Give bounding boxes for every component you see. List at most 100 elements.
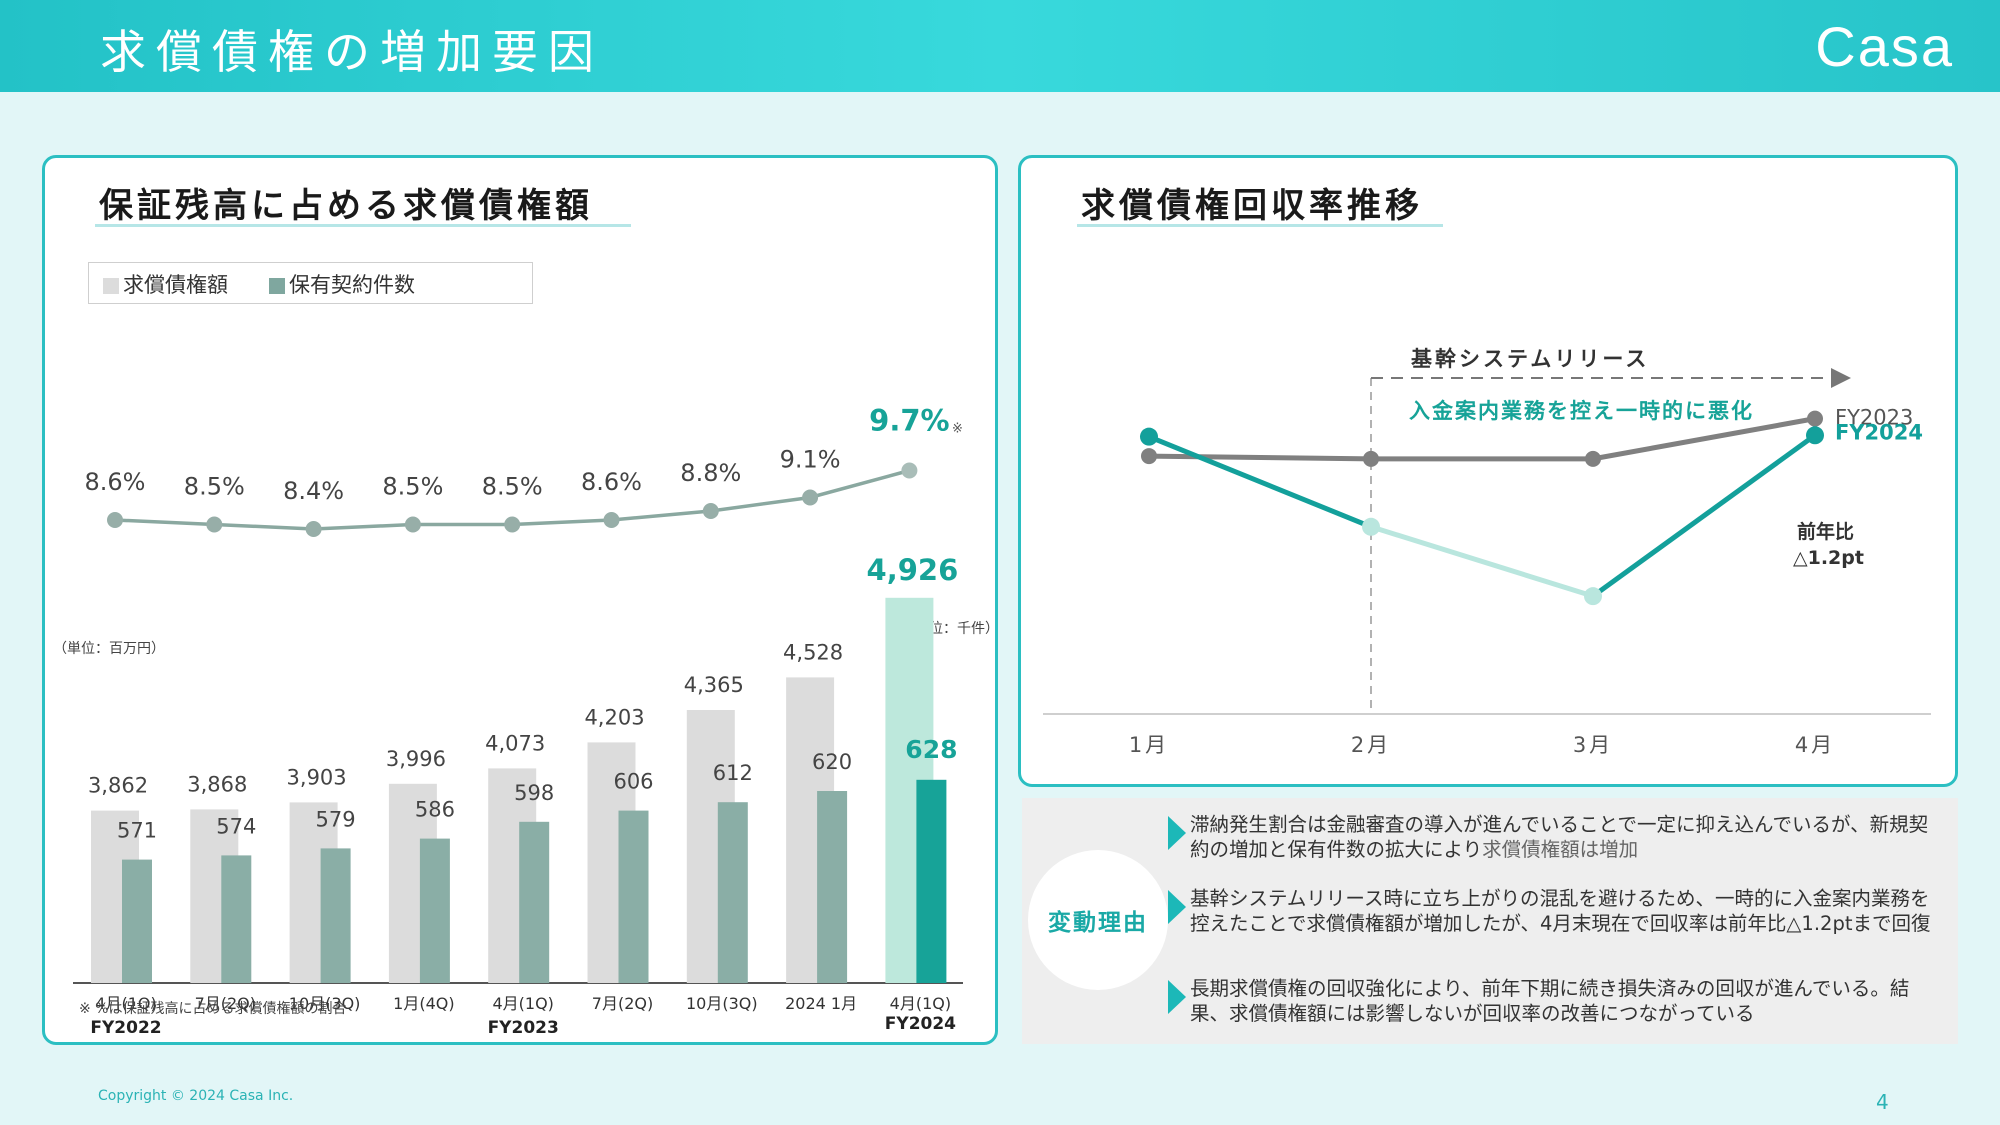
footnote: ※ %は保証残高に占める求償債権額の割合 <box>79 1001 347 1017</box>
legend-label-contracts: 保有契約件数 <box>289 273 415 297</box>
rate-point <box>206 516 223 533</box>
fiscal-year-label: FY2024 <box>885 1014 956 1034</box>
rate-label: 8.5% <box>482 473 543 501</box>
annotation-title: 基幹システムリリース <box>1411 347 1649 371</box>
legend: 求償債権額 保有契約件数 <box>88 262 533 304</box>
reason-item-3: 長期求償債権の回収強化により、前年下期に続き損失済みの回収が進んでいる。結果、求… <box>1168 976 1945 1026</box>
legend-item-claims: 求償債権額 <box>103 269 228 299</box>
x-tick-label: 4月(1Q) <box>492 994 553 1013</box>
reason-2-arrow-icon <box>1168 890 1186 924</box>
bar-claims-label: 4,365 <box>684 673 744 697</box>
point-fy2024 <box>1140 427 1158 446</box>
rate-point <box>404 516 421 533</box>
x-axis-tick-label: 3月 <box>1573 733 1613 757</box>
rate-point <box>901 462 918 479</box>
reason-item-2: 基幹システムリリース時に立ち上がりの混乱を避けるため、一時的に入金案内業務を控え… <box>1168 886 1945 936</box>
point-fy2024 <box>1806 426 1824 445</box>
left-panel-title: 保証残高に占める求償債権額 <box>99 186 593 226</box>
right-panel-title: 求償債権回収率推移 <box>1081 186 1423 226</box>
x-axis-tick-label: 1月 <box>1129 733 1169 757</box>
reason-3-arrow-icon <box>1168 980 1186 1014</box>
bar-claims-label: 4,926 <box>867 553 959 587</box>
x-axis-tick-label: 4月 <box>1795 733 1835 757</box>
reasons-label-circle: 変動理由 <box>1028 850 1168 990</box>
bar-contracts-label: 586 <box>415 798 455 822</box>
bar-contracts-label: 579 <box>316 807 356 831</box>
line-fy2024-segment <box>1591 433 1817 599</box>
bar-contracts <box>221 855 252 983</box>
rate-point <box>305 521 322 537</box>
bar-contracts <box>817 791 848 983</box>
rate-label: 8.5% <box>382 473 443 501</box>
line-fy2024-dip-segment <box>1370 524 1594 599</box>
bar-claims-label: 3,862 <box>88 774 148 798</box>
x-tick-label: 2024 1月 <box>785 994 857 1013</box>
bar-contracts <box>320 848 351 983</box>
bar-contracts-label: 620 <box>812 750 852 774</box>
bar-contracts-label: 571 <box>117 819 157 843</box>
point-fy2023 <box>1807 410 1823 427</box>
point-fy2024 <box>1362 517 1380 536</box>
rate-point <box>802 489 819 506</box>
copyright: Copyright © 2024 Casa Inc. <box>98 1088 294 1104</box>
bar-contracts-label: 612 <box>713 761 753 785</box>
x-tick-label: 7月(2Q) <box>592 994 653 1013</box>
fiscal-year-label: FY2023 <box>488 1018 559 1038</box>
reason-1-highlight: 求償債権額は増加 <box>1482 838 1639 861</box>
bar-contracts <box>419 838 450 983</box>
point-fy2024 <box>1584 587 1602 606</box>
point-fy2023 <box>1585 450 1601 467</box>
rate-label: 8.8% <box>680 459 741 487</box>
rate-point <box>107 512 123 528</box>
x-axis-tick-label: 2月 <box>1351 733 1391 757</box>
reasons-label: 変動理由 <box>1048 910 1148 936</box>
legend-label-claims: 求償債権額 <box>123 273 228 297</box>
reason-3-text: 長期求償債権の回収強化により、前年下期に続き損失済みの回収が進んでいる。結果、求… <box>1190 977 1910 1025</box>
rate-point <box>702 503 719 519</box>
header-bar: 求償債権の増加要因 Casa <box>0 0 2000 92</box>
legend-item-contracts: 保有契約件数 <box>269 269 415 299</box>
line-fy2023 <box>1148 416 1816 462</box>
page-title: 求償債権の増加要因 <box>100 25 604 79</box>
x-tick-label: 10月(3Q) <box>289 994 361 1013</box>
yoy-value: △1.2pt <box>1793 547 1864 569</box>
reason-1-arrow-icon <box>1168 816 1186 850</box>
bar-contracts <box>122 859 152 983</box>
x-tick-label: 1月(4Q) <box>393 994 454 1013</box>
page-number: 4 <box>1876 1090 1889 1114</box>
legend-swatch-contracts <box>269 278 285 294</box>
rate-label: 8.5% <box>184 473 245 501</box>
bar-claims-label: 4,203 <box>584 705 644 729</box>
line-fy2024-segment <box>1148 434 1372 530</box>
reason-item-1: 滞納発生割合は金融審査の導入が進んでいることで一定に抑え込んでいるが、新規契約の… <box>1168 812 1945 862</box>
fiscal-year-label: FY2022 <box>90 1018 161 1038</box>
left-title-underline <box>95 224 631 227</box>
bar-claims-label: 3,996 <box>386 747 446 771</box>
series-label-fy2023: FY2023 <box>1835 406 1913 430</box>
left-chart-panel: 保証残高に占める求償債権額 求償債権額 保有契約件数 （単位：百万円） （単位：… <box>42 155 999 1045</box>
reason-1-text: 滞納発生割合は金融審査の導入が進んでいることで一定に抑え込んでいるが、新規契約の… <box>1190 813 1929 861</box>
right-chart-svg: 基幹システムリリース 入金案内業務を控え一時的に悪化 前年比 △1.2pt 1月… <box>1043 347 1931 757</box>
bar-contracts <box>916 779 947 983</box>
right-chart-panel: 求償債権回収率推移 基幹システムリリース 入金案内業務を控え一時的に悪化 前年比… <box>1018 155 1958 787</box>
bar-claims-label: 4,073 <box>485 731 545 755</box>
bar-claims-label: 4,528 <box>783 640 843 664</box>
bar-contracts-label: 606 <box>613 770 653 794</box>
bar-contracts <box>618 810 649 983</box>
bar-claims-label: 3,903 <box>287 765 347 789</box>
point-fy2023 <box>1363 450 1379 467</box>
rate-label: 8.6% <box>85 468 146 496</box>
bar-contracts-label: 598 <box>514 781 554 805</box>
rate-label: 9.1% <box>780 446 841 474</box>
x-tick-label: 4月(1Q) <box>890 994 951 1013</box>
left-chart-svg: 3,862 571 4月(1Q) 3,868 574 7月(2Q) 3,903 579 10月(… <box>73 404 963 1038</box>
casa-logo: Casa <box>1815 15 1954 78</box>
point-fy2023 <box>1141 448 1157 465</box>
x-tick-label: 7月(2Q) <box>195 994 256 1013</box>
annotation-subtitle: 入金案内業務を控え一時的に悪化 <box>1409 399 1754 423</box>
bar-contracts <box>717 802 748 983</box>
right-title-underline <box>1077 224 1443 227</box>
rate-label: 8.6% <box>581 468 642 496</box>
reason-2-text: 基幹システムリリース時に立ち上がりの混乱を避けるため、一時的に入金案内業務を控え… <box>1190 887 1931 935</box>
series-label-fy2024: FY2024 <box>1835 420 1923 444</box>
